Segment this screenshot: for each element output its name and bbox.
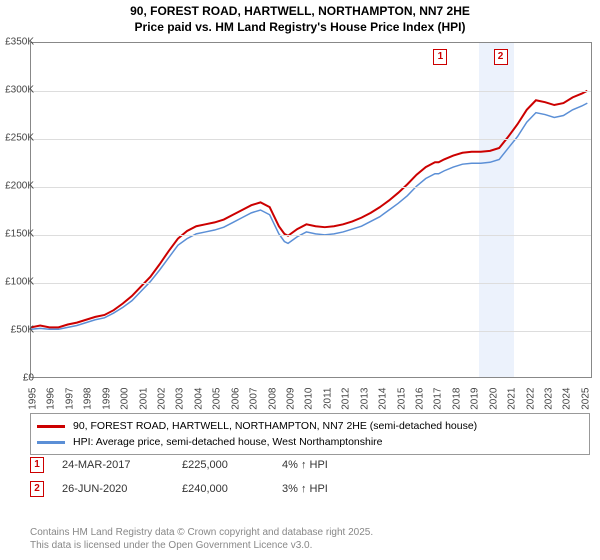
legend-label: 90, FOREST ROAD, HARTWELL, NORTHAMPTON, … — [73, 420, 477, 432]
gridline-h — [31, 91, 591, 92]
x-axis-label: 1995 — [28, 388, 39, 410]
legend: 90, FOREST ROAD, HARTWELL, NORTHAMPTON, … — [30, 413, 590, 455]
sale-diff: 3% ↑ HPI — [282, 483, 382, 495]
x-axis-label: 2000 — [120, 388, 131, 410]
x-axis-label: 2013 — [359, 388, 370, 410]
gridline-h — [31, 235, 591, 236]
x-axis-label: 2001 — [138, 388, 149, 410]
legend-item: HPI: Average price, semi-detached house,… — [37, 434, 583, 450]
x-axis-label: 2014 — [378, 388, 389, 410]
x-axis-label: 2016 — [414, 388, 425, 410]
y-axis-label: £200K — [5, 181, 34, 192]
x-axis-label: 2011 — [322, 388, 333, 410]
x-axis-label: 2020 — [488, 388, 499, 410]
x-axis-label: 2006 — [230, 388, 241, 410]
x-axis-label: 2007 — [249, 388, 260, 410]
x-axis-label: 2003 — [175, 388, 186, 410]
y-axis-label: £250K — [5, 133, 34, 144]
event-marker-1: 1 — [433, 49, 447, 65]
gridline-h — [31, 283, 591, 284]
x-axis-label: 2018 — [451, 388, 462, 410]
x-axis-label: 2022 — [525, 388, 536, 410]
sale-row: 2 26-JUN-2020£240,0003% ↑ HPI — [30, 479, 382, 499]
x-axis-label: 2009 — [285, 388, 296, 410]
y-axis-label: £0 — [23, 373, 34, 384]
legend-swatch — [37, 425, 65, 428]
x-axis-label: 1996 — [46, 388, 57, 410]
chart-svg — [31, 43, 591, 377]
x-axis-label: 2024 — [562, 388, 573, 410]
x-axis-label: 1999 — [101, 388, 112, 410]
x-axis-label: 2010 — [304, 388, 315, 410]
footer-line-1: Contains HM Land Registry data © Crown c… — [30, 526, 373, 539]
gridline-h — [31, 139, 591, 140]
sale-price: £240,000 — [182, 483, 282, 495]
title-address: 90, FOREST ROAD, HARTWELL, NORTHAMPTON, … — [0, 4, 600, 20]
chart-container: 90, FOREST ROAD, HARTWELL, NORTHAMPTON, … — [0, 0, 600, 560]
x-axis-label: 2008 — [267, 388, 278, 410]
series-line-property — [31, 91, 587, 328]
gridline-h — [31, 187, 591, 188]
x-axis-label: 2012 — [341, 388, 352, 410]
y-axis-label: £100K — [5, 277, 34, 288]
footer-attribution: Contains HM Land Registry data © Crown c… — [30, 526, 373, 552]
sale-price: £225,000 — [182, 459, 282, 471]
footer-line-2: This data is licensed under the Open Gov… — [30, 539, 373, 552]
title-block: 90, FOREST ROAD, HARTWELL, NORTHAMPTON, … — [0, 0, 600, 37]
legend-label: HPI: Average price, semi-detached house,… — [73, 436, 383, 448]
title-subtitle: Price paid vs. HM Land Registry's House … — [0, 20, 600, 36]
x-axis-label: 2023 — [543, 388, 554, 410]
x-axis-label: 2015 — [396, 388, 407, 410]
x-axis-label: 2025 — [580, 388, 591, 410]
sale-row: 1 24-MAR-2017£225,0004% ↑ HPI — [30, 455, 382, 475]
sale-marker: 2 — [30, 481, 44, 497]
x-axis-label: 2019 — [470, 388, 481, 410]
chart-plot-area: 12 — [30, 42, 592, 378]
x-axis-label: 1997 — [64, 388, 75, 410]
x-axis-label: 2005 — [212, 388, 223, 410]
x-axis-label: 2002 — [156, 388, 167, 410]
event-marker-2: 2 — [494, 49, 508, 65]
x-axis-label: 2017 — [433, 388, 444, 410]
series-line-hpi — [31, 103, 587, 329]
legend-item: 90, FOREST ROAD, HARTWELL, NORTHAMPTON, … — [37, 418, 583, 434]
x-axis-label: 1998 — [83, 388, 94, 410]
sales-table: 1 24-MAR-2017£225,0004% ↑ HPI 2 26-JUN-2020… — [30, 455, 382, 503]
x-axis-label: 2004 — [193, 388, 204, 410]
sale-date: 26-JUN-2020 — [62, 483, 182, 495]
sale-diff: 4% ↑ HPI — [282, 459, 382, 471]
sale-marker: 1 — [30, 457, 44, 473]
y-axis-label: £150K — [5, 229, 34, 240]
y-axis-label: £300K — [5, 85, 34, 96]
gridline-h — [31, 331, 591, 332]
sale-date: 24-MAR-2017 — [62, 459, 182, 471]
y-axis-label: £350K — [5, 37, 34, 48]
y-axis-label: £50K — [11, 325, 34, 336]
x-axis-label: 2021 — [507, 388, 518, 410]
legend-swatch — [37, 441, 65, 444]
